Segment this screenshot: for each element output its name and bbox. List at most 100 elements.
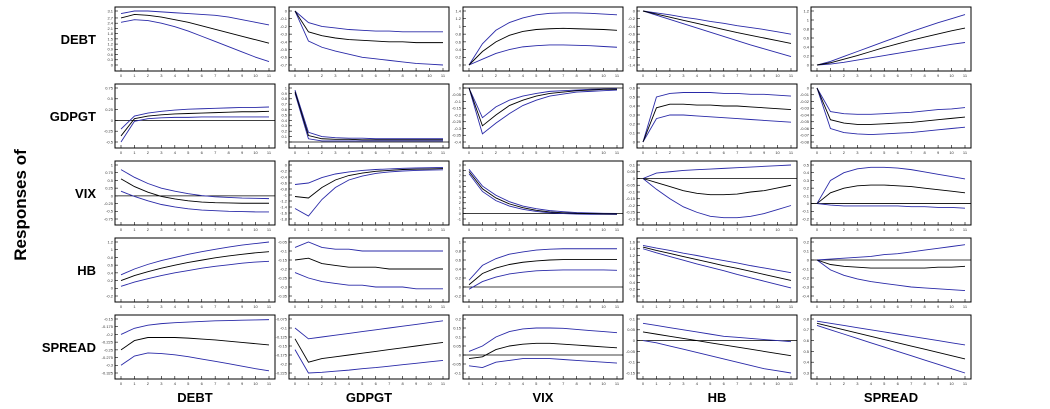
x-tick-label: 1 (829, 73, 832, 78)
y-tick-label: 0.15 (453, 325, 462, 330)
x-tick-label: 10 (949, 73, 954, 78)
y-tick-label: 0.75 (105, 170, 114, 175)
x-tick-label: 0 (642, 150, 645, 155)
y-tick-label: -0.3 (106, 363, 114, 368)
lower-band-line (294, 349, 444, 374)
panels: 00.30.60.91.21.51.82.12.42.73.10 1 2 3 4 5 6 7 8… (102, 6, 972, 386)
x-tick-label: 5 (709, 73, 712, 78)
y-tick-label: 0.5 (803, 349, 809, 354)
upper-band-line (120, 106, 270, 130)
y-tick-label: 0.3 (281, 123, 287, 128)
x-tick-label: 4 (522, 227, 525, 232)
x-tick-label: 6 (201, 73, 204, 78)
x-tick-label: 2 (669, 304, 672, 309)
x-tick-label: 5 (535, 227, 538, 232)
x-tick-label: 8 (228, 73, 231, 78)
y-tick-label: -0.3 (454, 126, 462, 131)
y-tick-label: 0.1 (803, 193, 809, 198)
y-tick-label: 0.2 (803, 239, 809, 244)
y-tick-label: 0.3 (629, 112, 635, 117)
row-label-vix: VIX (75, 186, 96, 201)
x-tick-label: 6 (201, 304, 204, 309)
y-tick-label: 0.2 (629, 287, 635, 292)
y-tick-label: -0.4 (280, 174, 288, 179)
upper-band-line (642, 244, 792, 274)
x-tick-label: 3 (508, 150, 511, 155)
x-tick-label: 8 (402, 150, 405, 155)
x-tick-label: 6 (723, 227, 726, 232)
y-tick-label: -0.325 (102, 370, 114, 375)
panel-frame (462, 237, 624, 303)
x-tick-label: 1 (829, 150, 832, 155)
y-tick-label: 0.4 (455, 266, 461, 271)
x-tick-label: 4 (696, 227, 699, 232)
x-tick-label: 9 (415, 381, 418, 386)
x-tick-label: 8 (924, 227, 927, 232)
y-tick-label: 0.1 (629, 316, 635, 321)
y-tick-label: 0.3 (803, 178, 809, 183)
x-tick-label: 3 (682, 73, 685, 78)
upper-band-line (294, 166, 444, 185)
panel-frame (636, 160, 798, 226)
y-tick-label: 1 (459, 206, 462, 211)
x-tick-label: 0 (294, 227, 297, 232)
column-label-hb: HB (708, 390, 727, 405)
panel-frame (288, 160, 450, 226)
lower-band-line (816, 325, 966, 374)
x-tick-label: 6 (375, 304, 378, 309)
x-tick-label: 2 (495, 304, 498, 309)
y-tick-label: 0.5 (281, 112, 287, 117)
upper-band-line (642, 92, 792, 143)
y-tick-label: 0 (633, 8, 636, 13)
x-tick-label: 7 (388, 304, 391, 309)
lower-band-line (816, 203, 966, 209)
response-line (816, 87, 966, 125)
y-tick-label: 9 (459, 162, 462, 167)
x-tick-label: 10 (775, 73, 780, 78)
x-tick-label: 8 (576, 304, 579, 309)
x-tick-label: 5 (883, 150, 886, 155)
lower-band-line (468, 87, 618, 135)
x-tick-label: 1 (133, 150, 136, 155)
panel-frame (114, 160, 276, 226)
x-tick-label: 5 (535, 150, 538, 155)
x-tick-label: 1 (829, 227, 832, 232)
lower-band-line (468, 269, 618, 290)
x-tick-label: 5 (361, 73, 364, 78)
x-tick-label: 9 (763, 381, 766, 386)
upper-band-line (816, 320, 966, 346)
y-tick-label: 0.2 (107, 278, 113, 283)
x-tick-label: 11 (441, 150, 446, 155)
x-tick-label: 8 (228, 150, 231, 155)
y-tick-label: -1.2 (280, 198, 288, 203)
response-line (120, 110, 270, 137)
y-tick-label: 1.2 (107, 41, 113, 46)
x-tick-label: 9 (937, 73, 940, 78)
x-tick-label: 9 (589, 304, 592, 309)
x-tick-label: 3 (682, 381, 685, 386)
y-tick-label: 0.8 (281, 96, 287, 101)
y-tick-label: -0.2 (454, 293, 462, 298)
x-tick-label: 6 (375, 381, 378, 386)
x-tick-label: 2 (495, 381, 498, 386)
x-tick-label: 3 (682, 150, 685, 155)
y-tick-label: 0 (111, 118, 114, 123)
x-tick-label: 4 (870, 304, 873, 309)
panel-debt-vix: 0 0.2 0.4 0.6 0.8 1 1.2 1.4 0 1 2 3 4 5 6 7 8 9 10 11 (455, 6, 624, 78)
lower-band-line (294, 10, 444, 66)
x-tick-label: 2 (147, 381, 150, 386)
x-tick-label: 7 (562, 227, 565, 232)
x-tick-label: 5 (709, 381, 712, 386)
x-tick-label: 11 (789, 381, 794, 386)
y-tick-label: 0.8 (455, 248, 461, 253)
panel-frame (114, 237, 276, 303)
x-tick-label: 5 (187, 73, 190, 78)
y-tick-label: 0 (459, 352, 462, 357)
x-tick-label: 5 (709, 227, 712, 232)
x-tick-label: 3 (334, 381, 337, 386)
y-tick-label: -0.8 (280, 186, 288, 191)
x-tick-label: 11 (615, 381, 620, 386)
y-tick-label: 0.9 (107, 47, 113, 52)
x-tick-label: 10 (427, 304, 432, 309)
y-tick-label: 0 (111, 62, 114, 67)
